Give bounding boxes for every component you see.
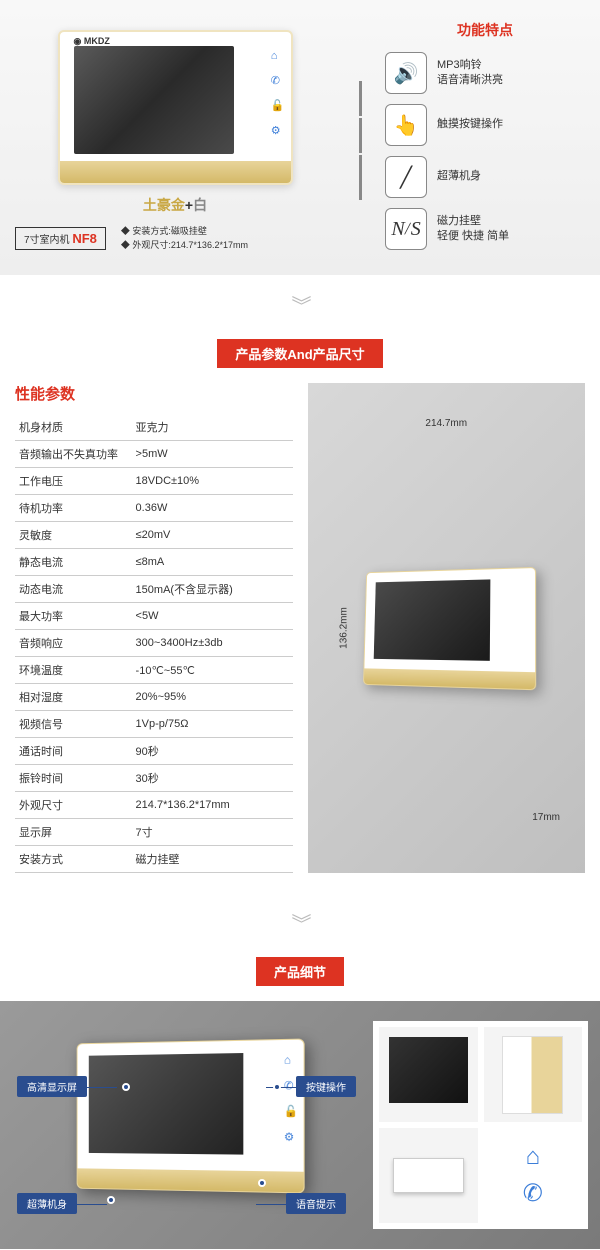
feature-icon: 🔊 — [385, 52, 427, 94]
feature-item: 👆触摸按键操作 — [385, 104, 585, 146]
feature-item: 🔊MP3响铃语音清晰洪亮 — [385, 52, 585, 94]
feature-icon: 👆 — [385, 104, 427, 146]
mini-specs: ◆ 安装方式:磁吸挂壁 ◆ 外观尺寸:214.7*136.2*17mm — [121, 225, 248, 252]
arrow-icon — [350, 20, 370, 260]
details-section: ⌂✆🔓⚙ 高清显示屏 超薄机身 按键操作 语音提示 ⌂✆ — [0, 1001, 600, 1249]
product-showcase: ◉ MKDZ ⌂✆🔓⚙ 土豪金+白 7寸室内机 NF8 ◆ 安装方式:磁吸挂壁 … — [15, 20, 335, 260]
feature-item: ╱超薄机身 — [385, 156, 585, 198]
spec-row: 音频响应300~3400Hz±3db — [15, 630, 293, 657]
callout-diagram: ⌂✆🔓⚙ 高清显示屏 超薄机身 按键操作 语音提示 — [12, 1021, 361, 1229]
features-panel: 功能特点 🔊MP3响铃语音清晰洪亮 👆触摸按键操作 ╱超薄机身 N╱S磁力挂壁轻便 快… — [385, 20, 585, 260]
dim-height: 136.2mm — [338, 607, 349, 649]
dim-depth: 17mm — [532, 812, 560, 823]
color-label: 土豪金+白 — [15, 195, 335, 215]
callout-display: 高清显示屏 — [17, 1076, 87, 1097]
model-row: 7寸室内机 NF8 ◆ 安装方式:磁吸挂壁 ◆ 外观尺寸:214.7*136.2… — [15, 225, 335, 252]
spec-row: 机身材质亚克力 — [15, 414, 293, 441]
spec-row: 相对湿度20%~95% — [15, 684, 293, 711]
spec-row: 显示屏7寸 — [15, 819, 293, 846]
device-front: ◉ MKDZ ⌂✆🔓⚙ — [58, 30, 293, 185]
thumb-screen — [379, 1027, 478, 1122]
spec-row: 待机功率0.36W — [15, 495, 293, 522]
spec-row: 外观尺寸214.7*136.2*17mm — [15, 792, 293, 819]
spec-row: 工作电压18VDC±10% — [15, 468, 293, 495]
spec-row: 视频信号1Vp-p/75Ω — [15, 711, 293, 738]
features-title: 功能特点 — [385, 20, 585, 40]
hero-section: ◉ MKDZ ⌂✆🔓⚙ 土豪金+白 7寸室内机 NF8 ◆ 安装方式:磁吸挂壁 … — [0, 0, 600, 275]
callout-voice: 语音提示 — [286, 1193, 346, 1214]
spec-row: 安装方式磁力挂壁 — [15, 846, 293, 873]
callout-slim: 超薄机身 — [17, 1193, 77, 1214]
spec-row: 振铃时间30秒 — [15, 765, 293, 792]
spec-row: 灵敏度≤20mV — [15, 522, 293, 549]
touch-icons: ⌂✆🔓⚙ — [271, 50, 285, 137]
chevron-divider: ︾ — [0, 893, 600, 952]
gold-trim — [60, 161, 291, 183]
feature-icon: N╱S — [385, 208, 427, 250]
thumb-edge — [484, 1027, 583, 1122]
callout-buttons: 按键操作 — [296, 1076, 356, 1097]
spec-row: 环境温度-10℃~55℃ — [15, 657, 293, 684]
dim-width: 214.7mm — [425, 418, 467, 429]
section-banner: 产品参数And产品尺寸 — [0, 339, 600, 368]
spec-row: 音频输出不失真功率>5mW — [15, 441, 293, 468]
feature-item: N╱S磁力挂壁轻便 快捷 简单 — [385, 208, 585, 250]
thumb-back — [379, 1128, 478, 1223]
section-banner: 产品细节 — [0, 957, 600, 986]
feature-icon: ╱ — [385, 156, 427, 198]
spec-row: 静态电流≤8mA — [15, 549, 293, 576]
model-badge: 7寸室内机 NF8 — [15, 227, 106, 250]
specs-section: 性能参数 机身材质亚克力音频输出不失真功率>5mW工作电压18VDC±10%待机… — [0, 383, 600, 893]
spec-row: 最大功率<5W — [15, 603, 293, 630]
thumb-icons: ⌂✆ — [484, 1128, 583, 1223]
spec-title: 性能参数 — [15, 383, 293, 404]
spec-row: 通话时间90秒 — [15, 738, 293, 765]
thumbnail-grid: ⌂✆ — [373, 1021, 588, 1229]
device-screen — [74, 46, 234, 154]
dimensions-diagram: 214.7mm 136.2mm 17mm — [308, 383, 586, 873]
dim-device — [363, 567, 536, 690]
spec-row: 动态电流150mA(不含显示器) — [15, 576, 293, 603]
spec-table: 性能参数 机身材质亚克力音频输出不失真功率>5mW工作电压18VDC±10%待机… — [15, 383, 293, 873]
chevron-divider: ︾ — [0, 275, 600, 334]
